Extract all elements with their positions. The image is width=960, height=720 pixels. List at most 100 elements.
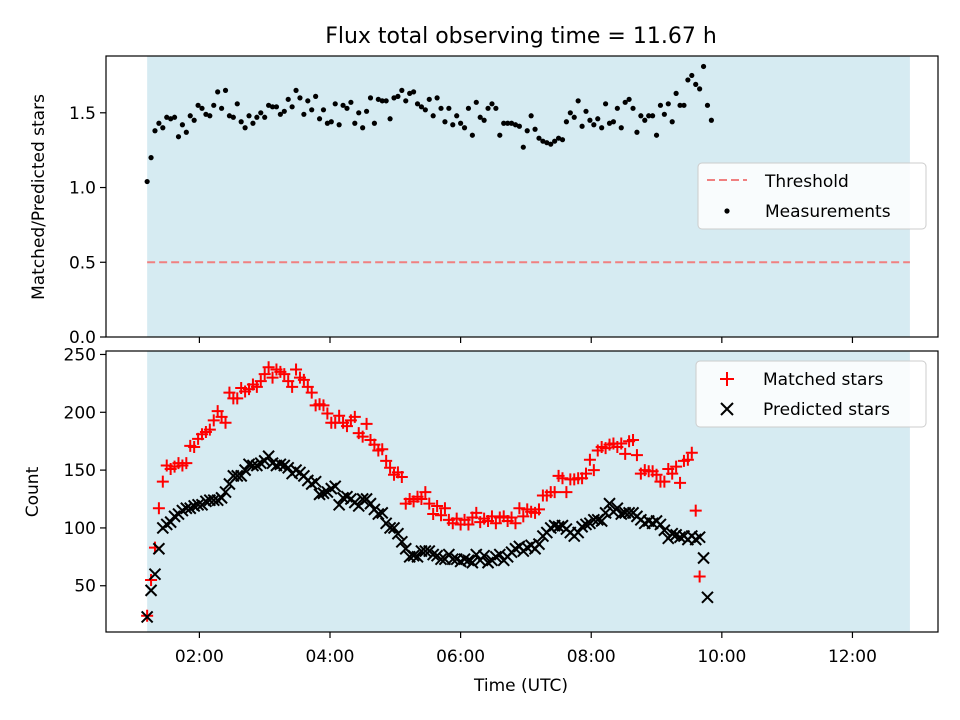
matched-star-point	[427, 508, 440, 521]
matched-star-point	[360, 417, 373, 430]
bottom-legend: Matched stars Predicted stars	[695, 360, 927, 428]
matched-star-point	[290, 363, 303, 376]
measurement-point	[254, 114, 260, 120]
predicted-star-point	[654, 518, 667, 531]
predicted-star-point	[274, 458, 287, 471]
measurement-point	[465, 105, 472, 111]
measurement-point	[481, 117, 487, 123]
measurement-point	[520, 144, 526, 150]
measurement-point	[602, 101, 609, 107]
matched-star-point	[321, 407, 334, 420]
predicted-star-point	[391, 527, 405, 540]
measurement-point	[171, 114, 178, 120]
predicted-star-point	[356, 492, 369, 506]
measurement-point	[458, 120, 464, 126]
measurement-point	[230, 114, 236, 120]
predicted-star-point	[426, 548, 440, 561]
predicted-star-point	[215, 491, 228, 505]
measurement-point	[552, 138, 558, 144]
matched-star-point	[485, 510, 498, 523]
measurement-point	[610, 119, 617, 125]
matched-star-point	[658, 475, 671, 488]
predicted-star-point	[419, 544, 432, 558]
measurement-point	[708, 117, 714, 123]
measurement-point	[563, 119, 570, 125]
bottom-y-tick-label: 250	[64, 345, 96, 365]
measurement-point	[693, 81, 699, 87]
bottom-legend-box	[695, 360, 927, 428]
predicted-star-point	[658, 524, 671, 537]
predicted-star-point	[493, 548, 507, 561]
measurement-point	[375, 96, 381, 102]
predicted-star-point	[281, 461, 295, 475]
measurement-point	[430, 113, 436, 119]
bottom-x-axis: 02:00 04:00 06:00 08:00 10:00 12:00	[175, 632, 877, 667]
matched-star-point	[258, 368, 271, 381]
measurement-point	[634, 129, 640, 135]
measurement-point	[336, 122, 342, 128]
measurement-point	[273, 104, 280, 110]
predicted-star-point	[665, 527, 679, 540]
measurement-point	[571, 114, 577, 120]
measurement-point	[309, 107, 315, 113]
top-y-tick-label: 1.0	[69, 179, 96, 199]
measurement-point	[203, 111, 209, 117]
figure-title: Flux total observing time = 11.67 h	[325, 24, 717, 49]
predicted-star-point	[246, 459, 260, 472]
predicted-star-point	[219, 485, 232, 499]
measurement-point	[583, 108, 589, 114]
predicted-star-point	[395, 535, 409, 549]
predicted-star-point	[603, 497, 616, 510]
measurement-point	[399, 87, 405, 93]
top-y-tick-label: 0.0	[69, 328, 96, 348]
legend-threshold-label: Threshold	[764, 172, 849, 192]
measurement-point	[395, 93, 401, 99]
top-legend-box	[697, 162, 927, 230]
measurement-point	[320, 107, 327, 113]
predicted-star-point	[383, 521, 397, 535]
predicted-star-point	[387, 521, 401, 535]
measurement-point	[316, 116, 323, 122]
predicted-star-point	[262, 450, 275, 463]
measurement-point	[505, 120, 511, 126]
predicted-star-point	[458, 552, 471, 566]
matched-star-point	[685, 446, 698, 459]
matched-star-point	[152, 502, 165, 515]
matched-star-point	[203, 423, 216, 436]
measurement-point	[657, 102, 664, 108]
matched-star-point	[180, 457, 193, 470]
matched-star-point	[419, 486, 432, 499]
measurement-point	[508, 120, 515, 126]
measurement-point	[215, 89, 221, 95]
measurement-point	[371, 120, 378, 126]
matched-star-point	[305, 386, 318, 399]
measurement-point	[328, 119, 334, 125]
bottom-panel: 50 100 150 200 250 02:00 04:00 06:00 08:00 10:00…	[23, 345, 939, 696]
measurement-point	[168, 116, 174, 122]
measurement-point	[461, 125, 468, 131]
matched-star-point	[266, 371, 279, 384]
matched-star-point	[438, 502, 451, 515]
predicted-star-point	[313, 488, 326, 501]
measurement-point	[242, 125, 248, 131]
measurement-point	[410, 89, 417, 95]
predicted-star-points	[140, 450, 714, 624]
measurement-point	[269, 104, 276, 110]
measurement-point	[653, 132, 660, 138]
legend-predicted-swatch	[720, 402, 734, 416]
measurement-point	[442, 119, 448, 125]
measurement-point	[555, 135, 562, 141]
matched-star-point	[286, 380, 299, 393]
measurement-point	[606, 120, 613, 126]
predicted-star-point	[207, 493, 220, 507]
predicted-star-point	[376, 506, 389, 520]
matched-star-point	[145, 573, 158, 586]
predicted-star-point	[693, 530, 706, 544]
predicted-star-point	[532, 537, 546, 551]
measurement-point	[305, 98, 311, 104]
top-panel: 0.0 0.5 1.0 1.5 Matched/Predicted stars Thr…	[29, 55, 939, 348]
measurement-point	[548, 141, 554, 147]
measurement-point	[642, 117, 648, 123]
measurement-point	[363, 108, 370, 114]
measurement-point	[497, 132, 503, 138]
